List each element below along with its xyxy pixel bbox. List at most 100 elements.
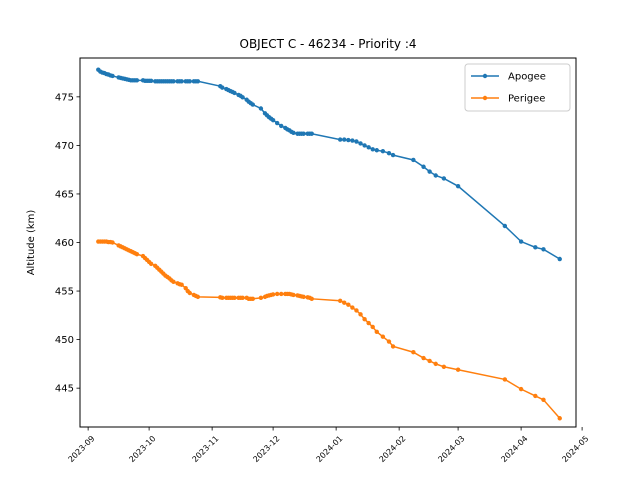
perigee-point [350, 305, 355, 310]
apogee-point [179, 79, 184, 84]
perigee-point [557, 416, 562, 421]
perigee-point [171, 279, 176, 285]
perigee-point [358, 312, 363, 317]
perigee-point [502, 377, 508, 382]
apogee-point [421, 164, 426, 169]
apogee-point [291, 130, 296, 135]
apogee-point [370, 147, 375, 152]
apogee-point [533, 245, 538, 250]
plot-frame [79, 57, 577, 428]
apogee-point [195, 79, 201, 84]
legend-apogee-label: Apogee [508, 72, 546, 83]
x-axis-ticks: 2023-09 2023-10 2023-11 2023-12 2024-01 2024-… [66, 427, 590, 464]
x-tick-label: 2023-12 [251, 434, 281, 464]
x-tick-label: 2024-04 [499, 434, 529, 464]
perigee-point [541, 397, 546, 403]
x-tick-label: 2023-09 [66, 434, 96, 464]
chart-title: OBJECT C - 46234 - Priority :4 [240, 37, 417, 51]
perigee-point [370, 324, 375, 330]
perigee-point [421, 355, 426, 361]
apogee-point [270, 117, 276, 123]
perigee-point [337, 298, 343, 303]
perigee-point [427, 358, 432, 364]
apogee-point [366, 145, 371, 150]
perigee-point [374, 329, 379, 335]
apogee-point [171, 79, 176, 84]
apogee-point [380, 149, 386, 154]
perigee-point [134, 251, 140, 257]
x-tick-label: 2024-03 [436, 434, 466, 464]
apogee-point [148, 78, 154, 84]
perigee-point [362, 317, 367, 322]
y-tick-label: 450 [55, 335, 74, 346]
perigee-point [366, 320, 371, 326]
apogee-point [557, 256, 562, 262]
perigee-point [279, 291, 284, 297]
apogee-point [518, 239, 524, 244]
perigee-point [179, 282, 184, 287]
apogee-point [350, 138, 355, 143]
apogee-point [346, 137, 351, 143]
apogee-point [455, 183, 461, 189]
apogee-point [337, 137, 343, 142]
apogee-point [541, 247, 546, 252]
y-tick-label: 465 [55, 189, 74, 200]
perigee-point [342, 300, 347, 305]
apogee-point [134, 78, 140, 83]
perigee-point [232, 295, 237, 301]
apogee-point [411, 157, 416, 163]
x-tick-label: 2023-11 [190, 434, 220, 464]
perigee-point [411, 350, 416, 355]
x-tick-label: 2024-01 [314, 434, 344, 464]
perigee-point [390, 344, 396, 349]
perigee-point [187, 290, 192, 296]
perigee-point [270, 292, 276, 297]
apogee-point [433, 173, 438, 178]
apogee-point [441, 176, 447, 181]
perigee-point [354, 308, 359, 313]
apogee-point [342, 137, 347, 142]
perigee-point [195, 294, 201, 300]
y-tick-label: 455 [55, 287, 74, 298]
apogee-point [220, 85, 225, 90]
perigee-point [240, 295, 245, 301]
perigee-point [380, 334, 386, 339]
apogee-point [427, 169, 432, 174]
legend-perigee-label: Perigee [508, 94, 545, 105]
perigee-point [258, 295, 264, 301]
apogee-point [279, 123, 284, 129]
apogee-point [274, 120, 280, 126]
perigee-point [346, 302, 351, 307]
perigee-point [518, 386, 524, 392]
apogee-point [187, 79, 192, 84]
perigee-point [455, 367, 461, 372]
perigee-point [274, 291, 280, 297]
series-layer [96, 67, 562, 421]
x-tick-label: 2023-10 [127, 434, 157, 464]
perigee-point [386, 339, 392, 344]
x-tick-label: 2024-02 [378, 434, 408, 464]
apogee-point [232, 90, 237, 96]
perigee-point [533, 393, 538, 399]
perigee-point [309, 296, 314, 302]
apogee-point [110, 73, 115, 79]
y-axis-label: Altitude (km) [26, 210, 37, 276]
plot-background [80, 58, 576, 427]
perigee-point [433, 361, 438, 367]
apogee-point [358, 141, 363, 146]
y-tick-label: 460 [55, 238, 74, 249]
apogee-point [386, 150, 392, 156]
apogee-point [362, 143, 367, 148]
apogee-point [250, 102, 255, 107]
apogee-point [258, 106, 264, 111]
apogee-point [309, 131, 314, 136]
legend: Apogee Perigee [464, 63, 571, 112]
perigee-point [291, 292, 296, 298]
y-tick-label: 470 [55, 141, 74, 152]
perigee-point [441, 364, 447, 369]
perigee-point [148, 261, 154, 267]
y-axis-ticks: 445 450 455 460 465 470 475 [55, 92, 80, 395]
y-tick-label: 445 [55, 384, 74, 395]
y-tick-label: 475 [55, 92, 74, 103]
